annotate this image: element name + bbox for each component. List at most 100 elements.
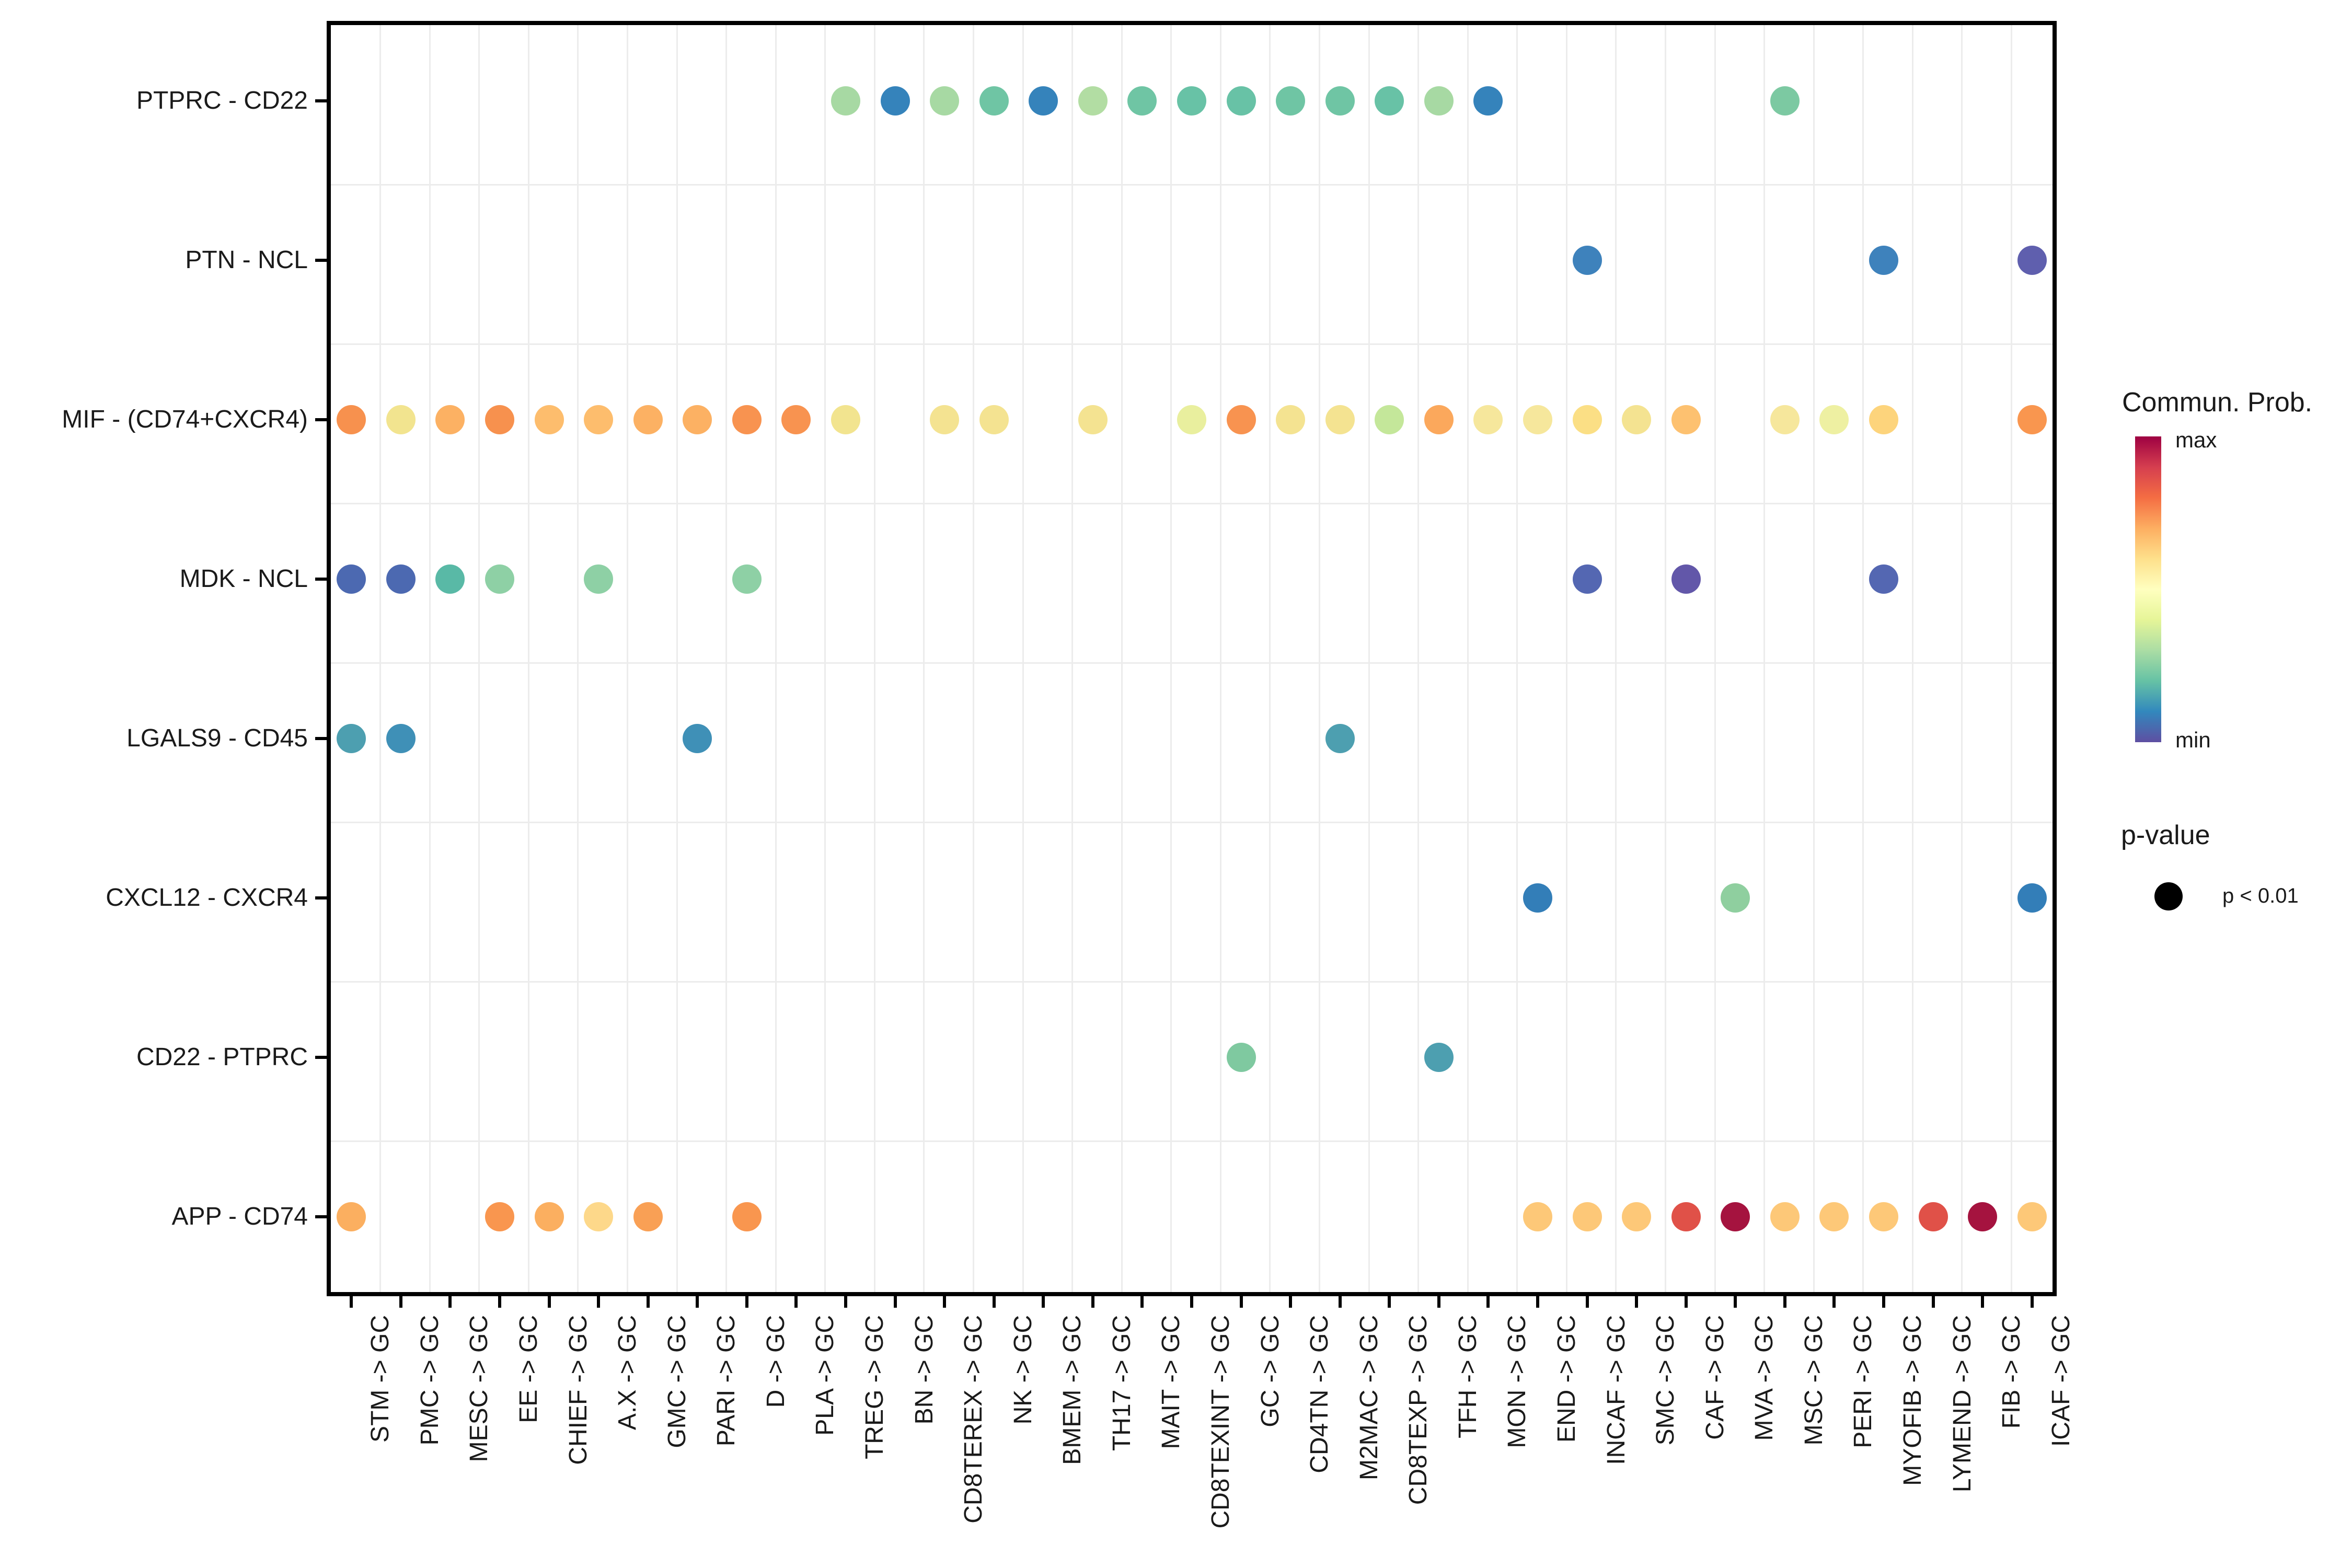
- x-axis-label: EE -> GC: [515, 1315, 543, 1423]
- data-dot: [435, 564, 465, 594]
- x-axis-label: INCAF -> GC: [1602, 1315, 1630, 1465]
- x-axis-tick: [2030, 1296, 2034, 1308]
- data-dot: [683, 405, 712, 434]
- x-axis-tick: [1042, 1296, 1045, 1308]
- data-dot: [732, 564, 762, 594]
- gridline: [331, 662, 2053, 664]
- data-dot: [930, 86, 960, 116]
- gridline: [478, 25, 480, 1292]
- x-axis-tick: [794, 1296, 798, 1308]
- data-dot: [337, 723, 366, 753]
- gridline: [1170, 25, 1172, 1292]
- data-dot: [1375, 86, 1404, 116]
- y-axis-tick: [315, 99, 327, 102]
- data-dot: [1671, 1202, 1701, 1231]
- y-axis-label: LGALS9 - CD45: [126, 724, 308, 752]
- x-axis-label: BMEM -> GC: [1058, 1315, 1087, 1465]
- data-dot: [1078, 405, 1108, 434]
- x-axis-tick: [1931, 1296, 1935, 1308]
- data-dot: [1226, 405, 1256, 434]
- x-axis-tick: [1140, 1296, 1144, 1308]
- x-axis-tick: [1486, 1296, 1490, 1308]
- x-axis-tick: [1585, 1296, 1589, 1308]
- gridline: [873, 25, 875, 1292]
- data-dot: [1572, 564, 1602, 594]
- data-dot: [2017, 405, 2047, 434]
- data-dot: [1572, 405, 1602, 434]
- y-axis-tick: [315, 896, 327, 900]
- data-dot: [1523, 883, 1552, 913]
- data-dot: [633, 1202, 663, 1231]
- x-axis-label: CAF -> GC: [1701, 1315, 1729, 1440]
- data-dot: [831, 405, 860, 434]
- x-axis-tick: [1536, 1296, 1539, 1308]
- data-dot: [386, 723, 416, 753]
- data-dot: [683, 723, 712, 753]
- x-axis-tick: [399, 1296, 402, 1308]
- data-dot: [1869, 564, 1898, 594]
- data-dot: [732, 405, 762, 434]
- gridline: [331, 1140, 2053, 1142]
- x-axis-label: LYMEND -> GC: [1948, 1315, 1976, 1493]
- data-dot: [979, 405, 1009, 434]
- data-dot: [1918, 1202, 1948, 1231]
- x-axis-tick: [1981, 1296, 1985, 1308]
- data-dot: [386, 405, 416, 434]
- data-dot: [831, 86, 860, 116]
- gridline: [1516, 25, 1518, 1292]
- x-axis-tick: [1388, 1296, 1391, 1308]
- data-dot: [2017, 245, 2047, 275]
- gridline: [824, 25, 826, 1292]
- x-axis-tick: [893, 1296, 897, 1308]
- data-dot: [1671, 564, 1701, 594]
- data-dot: [534, 1202, 564, 1231]
- data-dot: [386, 564, 416, 594]
- data-dot: [1770, 1202, 1800, 1231]
- gridline: [1071, 25, 1074, 1292]
- x-axis-label: END -> GC: [1553, 1315, 1581, 1443]
- y-axis-label: MDK - NCL: [179, 564, 308, 593]
- x-axis-tick: [1190, 1296, 1193, 1308]
- data-dot: [1424, 1042, 1454, 1072]
- gridline: [1813, 25, 1815, 1292]
- x-axis-label: PERI -> GC: [1849, 1315, 1877, 1448]
- data-dot: [1226, 1042, 1256, 1072]
- colorbar-max-label: max: [2175, 428, 2217, 452]
- data-dot: [1226, 86, 1256, 116]
- gridline: [1763, 25, 1766, 1292]
- x-axis-tick: [1832, 1296, 1836, 1308]
- data-dot: [1869, 1202, 1898, 1231]
- x-axis-label: MESC -> GC: [465, 1315, 493, 1462]
- data-dot: [1770, 86, 1800, 116]
- x-axis-label: TH17 -> GC: [1108, 1315, 1136, 1451]
- x-axis-label: MSC -> GC: [1800, 1315, 1828, 1446]
- data-dot: [1572, 1202, 1602, 1231]
- x-axis-tick: [1437, 1296, 1440, 1308]
- x-axis-tick: [547, 1296, 551, 1308]
- plot-panel: [327, 21, 2057, 1296]
- data-dot: [584, 1202, 614, 1231]
- gridline: [923, 25, 925, 1292]
- data-dot: [1276, 86, 1306, 116]
- data-dot: [534, 405, 564, 434]
- y-axis-tick: [315, 577, 327, 581]
- data-dot: [930, 405, 960, 434]
- data-dot: [1424, 86, 1454, 116]
- data-dot: [1078, 86, 1108, 116]
- data-dot: [1968, 1202, 1998, 1231]
- x-axis-tick: [992, 1296, 996, 1308]
- x-axis-label: FIB -> GC: [1998, 1315, 2026, 1429]
- x-axis-label: MAIT -> GC: [1157, 1315, 1185, 1449]
- gridline: [1318, 25, 1320, 1292]
- data-dot: [1622, 405, 1652, 434]
- x-axis-label: M2MAC -> GC: [1355, 1315, 1383, 1481]
- x-axis-label: CD4TN -> GC: [1306, 1315, 1334, 1473]
- colorbar-gradient: [2135, 436, 2161, 742]
- gridline: [1862, 25, 1864, 1292]
- x-axis-label: GMC -> GC: [663, 1315, 691, 1448]
- x-axis-label: ICAF -> GC: [2047, 1315, 2075, 1447]
- x-axis-label: TFH -> GC: [1454, 1315, 1482, 1438]
- x-axis-tick: [1684, 1296, 1688, 1308]
- y-axis-label: CXCL12 - CXCR4: [106, 883, 308, 912]
